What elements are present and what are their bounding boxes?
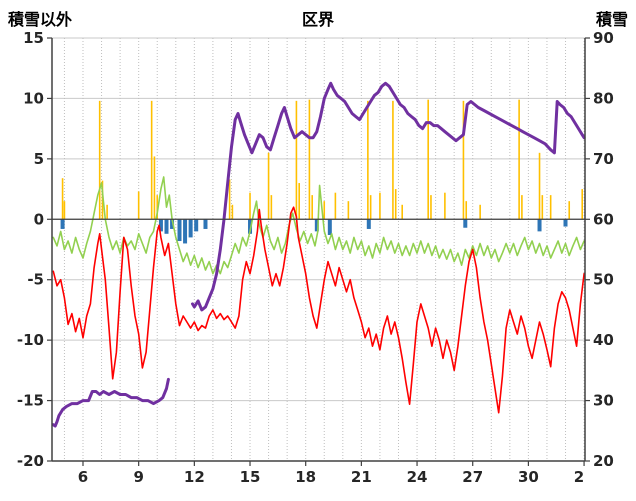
x-tick-label: 15 — [240, 468, 261, 486]
x-tick-label: 27 — [462, 468, 483, 486]
red-line-series — [52, 206, 585, 414]
right-tick-label: 50 — [593, 271, 614, 289]
purple-line-main-series — [191, 81, 586, 312]
x-tick-label: 9 — [133, 468, 143, 486]
axes — [47, 37, 590, 466]
x-tick-label: 18 — [295, 468, 316, 486]
x-tick-label: 24 — [407, 468, 428, 486]
right-tick-label: 90 — [593, 29, 614, 47]
x-tick-label: 30 — [518, 468, 539, 486]
left-tick-label: -15 — [17, 392, 44, 410]
x-tick-label: 6 — [78, 468, 88, 486]
right-tick-label: 60 — [593, 210, 614, 228]
left-tick-label: 15 — [23, 29, 44, 47]
orange-spikes-series — [61, 99, 584, 220]
left-tick-label: -10 — [17, 331, 44, 349]
right-tick-label: 30 — [593, 392, 614, 410]
x-tick-label: 21 — [351, 468, 372, 486]
right-tick-label: 80 — [593, 89, 614, 107]
right-tick-label: 70 — [593, 150, 614, 168]
left-tick-label: -20 — [17, 452, 44, 470]
left-tick-label: -5 — [27, 271, 44, 289]
blue-bars-series — [60, 219, 568, 244]
x-tick-label: 2 — [574, 468, 584, 486]
right-tick-label: 40 — [593, 331, 614, 349]
left-tick-label: 10 — [23, 89, 44, 107]
x-tick-label: 12 — [184, 468, 205, 486]
green-line-series — [52, 176, 585, 275]
purple-line-early-series — [51, 377, 170, 428]
left-tick-label: 0 — [34, 210, 44, 228]
left-tick-label: 5 — [34, 150, 44, 168]
right-tick-label: 20 — [593, 452, 614, 470]
